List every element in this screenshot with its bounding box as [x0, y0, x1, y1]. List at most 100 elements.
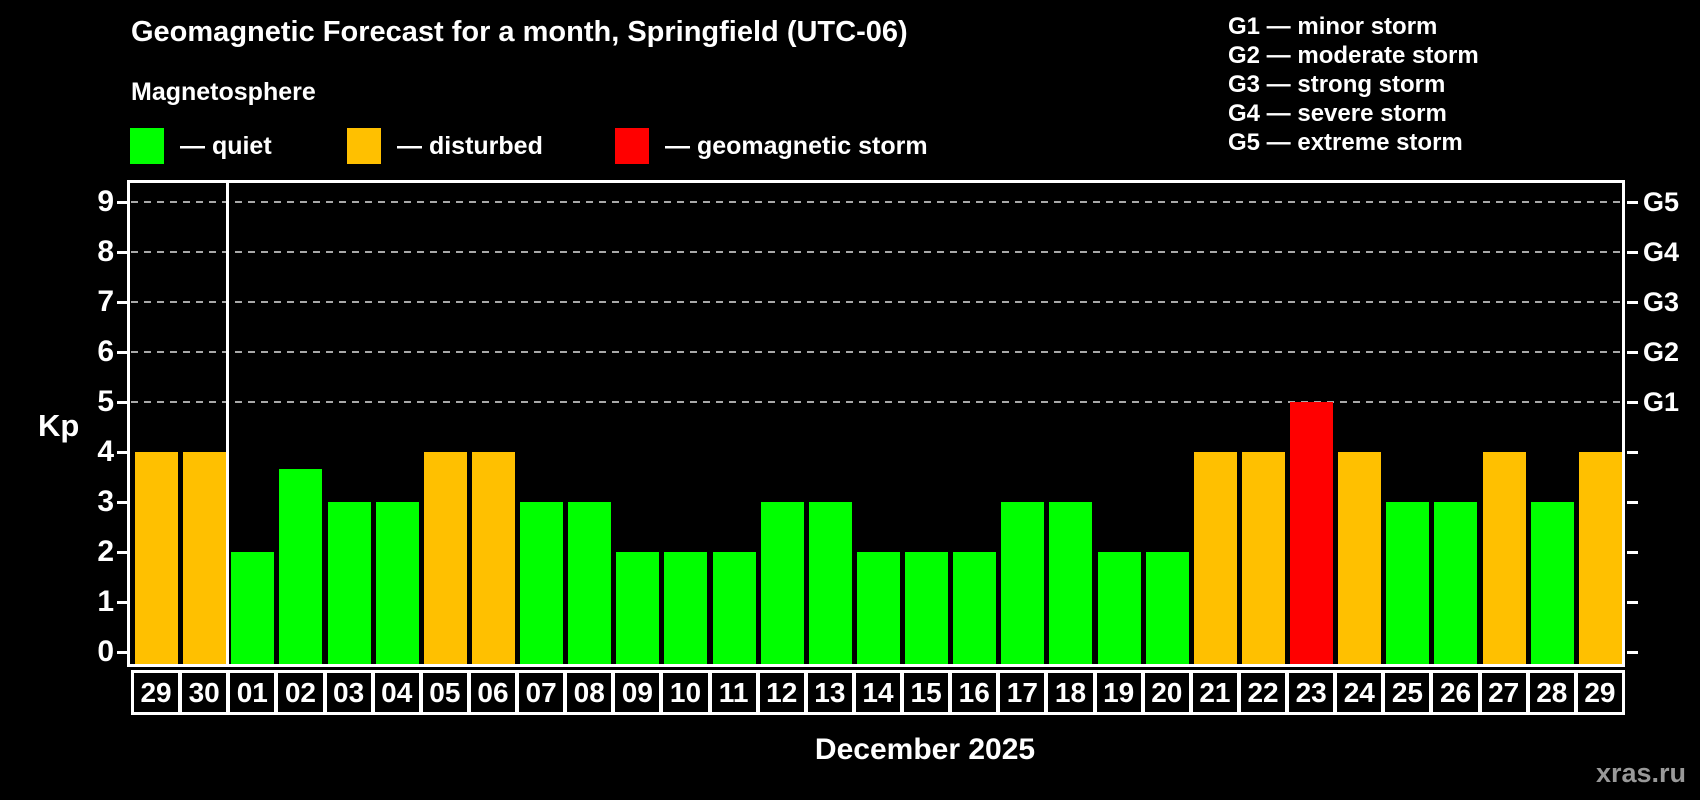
bar-27-day-26	[1434, 502, 1478, 667]
bar-16-day-15	[905, 552, 949, 667]
x-axis-day-label-13-12: 12	[756, 670, 807, 715]
bar-1-day-30	[183, 452, 227, 667]
bar-28-day-27	[1482, 452, 1526, 667]
legend-item-disturbed: — disturbed	[347, 127, 543, 165]
y-tick-4	[117, 450, 128, 454]
x-axis-day-label-27-26: 26	[1430, 670, 1481, 715]
right-tick-7	[1627, 300, 1638, 304]
right-axis-label-g4: G4	[1643, 237, 1680, 267]
right-tick-5	[1627, 400, 1638, 404]
y-tick-label-6: 6	[97, 335, 114, 368]
bar-26-day-25	[1386, 502, 1430, 667]
x-axis-day-label-5-04: 04	[371, 670, 422, 715]
right-tick-6	[1627, 350, 1638, 354]
magnetosphere-label: Magnetosphere	[131, 78, 316, 106]
x-axis-day-label-22-21: 21	[1189, 670, 1240, 715]
x-axis-day-label-2-01: 01	[227, 670, 278, 715]
bar-8-day-07	[520, 502, 564, 667]
y-tick-label-5: 5	[97, 385, 114, 418]
x-axis-day-label-7-06: 06	[467, 670, 519, 715]
bar-23-day-22	[1241, 452, 1285, 667]
legend-label-quiet: — quiet	[180, 131, 272, 160]
g-scale-legend: G1 — minor storm G2 — moderate storm G3 …	[1228, 12, 1479, 157]
g2-legend-line: G2 — moderate storm	[1228, 42, 1479, 69]
x-axis-day-label-12-11: 11	[708, 670, 759, 715]
right-axis-label-g5: G5	[1643, 187, 1680, 217]
bar-0-day-29	[135, 452, 178, 667]
page-title: Geomagnetic Forecast for a month, Spring…	[131, 16, 908, 48]
x-axis-day-label-17-16: 16	[949, 670, 1000, 715]
bar-20-day-19	[1097, 552, 1141, 667]
x-axis-day-label-25-24: 24	[1334, 670, 1385, 715]
y-tick-3	[117, 500, 128, 504]
bar-15-day-14	[856, 552, 900, 667]
bar-19-day-18	[1049, 502, 1093, 667]
bar-29-day-28	[1530, 502, 1574, 667]
bar-9-day-08	[568, 502, 612, 667]
gridline-kp8	[131, 251, 1624, 253]
bar-10-day-09	[616, 552, 660, 667]
bar-14-day-13	[808, 502, 852, 667]
right-tick-9	[1627, 200, 1638, 204]
legend-item-quiet: — quiet	[130, 127, 272, 165]
bar-2-day-01	[231, 552, 275, 667]
x-axis-day-label-15-14: 14	[852, 670, 904, 715]
right-axis-label-g1: G1	[1643, 387, 1680, 417]
g1-legend-line: G1 — minor storm	[1228, 13, 1438, 40]
x-axis-day-label-28-27: 27	[1478, 670, 1529, 715]
y-tick-label-4: 4	[97, 435, 114, 468]
x-axis-day-label-18-17: 17	[997, 670, 1048, 715]
quiet-swatch-icon	[130, 128, 164, 164]
y-tick-5	[117, 400, 128, 404]
y-tick-label-7: 7	[97, 285, 114, 318]
x-axis-day-label-0-29: 29	[131, 670, 182, 715]
g4-legend-line: G4 — severe storm	[1228, 100, 1447, 127]
gridline-kp9	[131, 201, 1624, 203]
month-separator-line	[226, 183, 230, 667]
x-axis-day-label-24-23: 23	[1286, 670, 1337, 715]
x-axis-day-label-9-08: 08	[564, 670, 615, 715]
bar-17-day-16	[953, 552, 997, 667]
x-axis-day-label-10-09: 09	[612, 670, 663, 715]
y-tick-label-1: 1	[97, 585, 114, 618]
x-axis-day-label-30-29: 29	[1574, 670, 1625, 715]
right-tick-0	[1627, 650, 1638, 654]
g5-legend-line: G5 — extreme storm	[1228, 129, 1463, 156]
y-tick-9	[117, 200, 128, 204]
right-tick-4	[1627, 450, 1638, 454]
right-axis-label-g3: G3	[1643, 287, 1680, 317]
x-axis-title: December 2025	[814, 733, 1036, 766]
y-tick-label-0: 0	[97, 635, 114, 668]
y-tick-2	[117, 550, 128, 554]
bar-21-day-20	[1145, 552, 1189, 667]
y-axis-title: Kp	[38, 408, 80, 443]
bar-25-day-24	[1338, 452, 1382, 667]
gridline-kp5	[131, 401, 1624, 403]
right-tick-3	[1627, 500, 1638, 504]
x-axis-day-label-11-10: 10	[660, 670, 711, 715]
x-axis-day-label-29-28: 28	[1526, 670, 1577, 715]
bar-12-day-11	[712, 552, 756, 667]
bar-11-day-10	[664, 552, 708, 667]
right-tick-1	[1627, 600, 1638, 604]
watermark: xras.ru	[1595, 758, 1686, 788]
x-axis-day-label-19-18: 18	[1045, 670, 1096, 715]
bar-5-day-04	[375, 502, 419, 667]
right-axis-label-g2: G2	[1643, 337, 1680, 367]
x-axis-day-label-23-22: 22	[1237, 670, 1289, 715]
storm-swatch-icon	[615, 128, 649, 164]
legend-label-storm: — geomagnetic storm	[665, 131, 928, 160]
bar-24-day-23	[1290, 402, 1334, 667]
x-axis-day-label-3-02: 02	[275, 670, 326, 715]
right-tick-8	[1627, 250, 1638, 254]
disturbed-swatch-icon	[347, 128, 381, 164]
y-tick-label-2: 2	[97, 535, 114, 568]
x-axis-day-label-21-20: 20	[1141, 670, 1192, 715]
bar-3-day-02	[279, 468, 323, 667]
x-axis-day-label-6-05: 05	[419, 670, 470, 715]
y-tick-label-9: 9	[97, 185, 114, 218]
y-tick-0	[117, 650, 128, 654]
legend-item-storm: — geomagnetic storm	[615, 127, 928, 165]
right-tick-2	[1627, 550, 1638, 554]
x-axis-day-label-14-13: 13	[804, 670, 855, 715]
